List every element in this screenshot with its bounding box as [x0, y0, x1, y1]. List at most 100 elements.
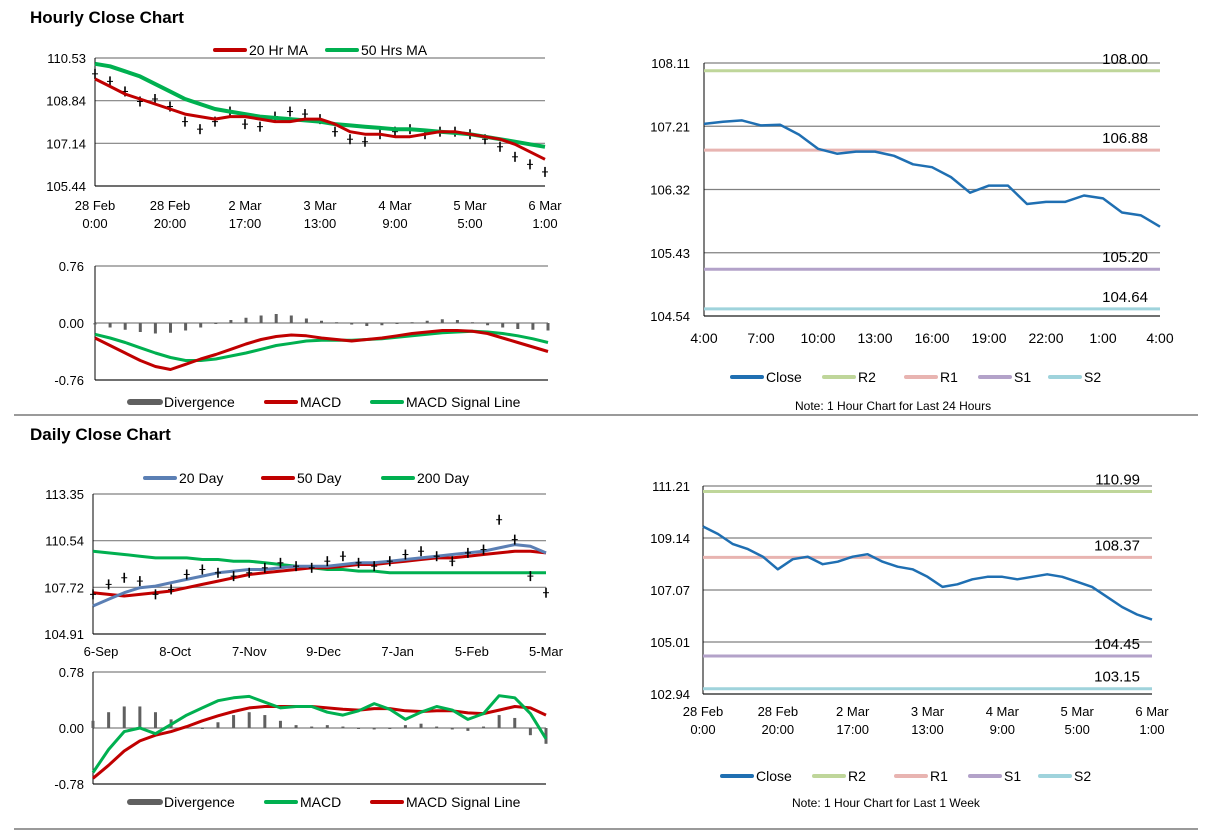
daily-divergence-bar: [388, 728, 392, 729]
hourly-price-xtick-label: 5:00: [457, 216, 482, 231]
hourly-divergence-bar: [531, 323, 535, 330]
hourly-divergence-bar: [501, 323, 505, 328]
daily-divergence-bar: [91, 720, 95, 728]
daily-price-legend-label: 50 Day: [297, 470, 341, 486]
hourly-price-xtick-label: 20:00: [154, 216, 187, 231]
daily-divergence-bar: [247, 712, 251, 728]
hourly-divergence-bar: [425, 320, 429, 323]
daily-macd-line: [91, 694, 548, 774]
daily-price-ytick-label: 104.91: [44, 627, 84, 642]
h24-xtick-label: 4:00: [690, 330, 717, 346]
hourly-divergence-bar: [153, 323, 157, 334]
weekly-legend-label: Close: [756, 768, 792, 784]
h24-legend-label: S2: [1084, 369, 1101, 385]
section-divider: [14, 414, 1198, 416]
hourly-divergence-bar: [516, 323, 520, 329]
hourly-macd-ytick-label: -0.76: [54, 373, 84, 388]
hourly-divergence-bar: [455, 320, 459, 323]
hourly-price-xtick-label: 4 Mar: [378, 198, 412, 213]
daily-divergence-bar: [497, 715, 501, 728]
daily-price-xtick-label: 8-Oct: [159, 644, 191, 659]
hourly-divergence-bar: [184, 323, 188, 331]
daily-divergence-bar: [325, 725, 329, 728]
weekly-xtick-label: 0:00: [690, 722, 715, 737]
weekly-level-label: 103.15: [1094, 669, 1140, 686]
hourly-divergence-bar: [320, 320, 323, 323]
hourly-divergence-bar: [304, 318, 308, 323]
hourly-macd-signal-line: [94, 329, 549, 362]
daily-divergence-bar: [138, 706, 142, 728]
weekly-xtick-label: 13:00: [911, 722, 944, 737]
weekly-xtick-label: 4 Mar: [986, 704, 1020, 719]
daily-price-xtick-label: 5-Feb: [455, 644, 489, 659]
daily-price-ytick-label: 107.72: [44, 580, 84, 595]
daily-divergence-bar: [153, 712, 157, 728]
h24-xtick-label: 16:00: [914, 330, 949, 346]
hourly-divergence-bar: [169, 323, 172, 333]
h24-legend-label: Close: [766, 369, 802, 385]
daily-divergence-bar: [544, 728, 548, 744]
h24-xtick-label: 4:00: [1146, 330, 1173, 346]
daily-price-xtick-label: 5-Mar: [529, 644, 564, 659]
hourly-price-xtick-label: 28 Feb: [75, 198, 115, 213]
daily-price-ytick-label: 113.35: [45, 487, 84, 502]
daily-divergence-bar: [403, 725, 407, 728]
hourly-macd-legend-label: MACD: [300, 394, 341, 410]
daily-macd-legend-label: MACD: [300, 794, 341, 810]
daily-divergence-bar: [216, 722, 220, 728]
hourly-divergence-bar: [289, 315, 293, 323]
h24-xtick-label: 1:00: [1089, 330, 1116, 346]
weekly-xtick-label: 9:00: [990, 722, 1015, 737]
daily-price-xtick-label: 9-Dec: [306, 644, 341, 659]
hourly-divergence-bar: [410, 322, 414, 324]
daily-divergence-bar: [466, 728, 470, 731]
hourly-price-ytick-label: 107.14: [46, 136, 86, 151]
daily-divergence-bar: [232, 715, 236, 728]
hourly-macd-line: [94, 329, 549, 371]
hourly-divergence-bar: [440, 319, 444, 323]
hourly-divergence-bar: [229, 320, 233, 323]
weekly-ytick-label: 109.14: [650, 531, 690, 546]
daily-price-legend-label: 20 Day: [179, 470, 223, 486]
h24-legend-label: S1: [1014, 369, 1031, 385]
h24-close-line: [703, 119, 1161, 228]
bottom-divider: [14, 828, 1198, 830]
weekly-xtick-label: 2 Mar: [836, 704, 870, 719]
hourly-divergence-bar: [486, 323, 490, 326]
hourly-price-ytick-label: 108.84: [46, 94, 86, 109]
hourly-divergence-bar: [546, 323, 550, 331]
hourly-divergence-bar: [93, 323, 97, 325]
h24-xtick-label: 19:00: [971, 330, 1006, 346]
daily-divergence-bar: [310, 726, 314, 728]
weekly-level-label: 108.37: [1094, 537, 1140, 554]
weekly-ytick-label: 102.94: [650, 687, 690, 702]
daily-section-title: Daily Close Chart: [30, 425, 171, 444]
hourly-divergence-bar: [108, 323, 112, 328]
h24-level-label: 106.88: [1102, 130, 1148, 147]
weekly-ytick-label: 111.21: [652, 479, 690, 494]
daily-divergence-bar: [200, 728, 204, 729]
daily-divergence-bar: [122, 706, 126, 728]
hourly-divergence-bar: [395, 323, 399, 324]
h24-ytick-label: 107.21: [650, 119, 690, 134]
h24-legend-label: R2: [858, 369, 876, 385]
daily-50d-line: [92, 549, 547, 598]
weekly-legend-label: R1: [930, 768, 948, 784]
hourly-price-xtick-label: 9:00: [382, 216, 407, 231]
daily-divergence-bar: [513, 717, 517, 728]
weekly-level-label: 110.99: [1095, 472, 1140, 489]
hourly-divergence-bar: [259, 315, 263, 323]
weekly-xtick-label: 1:00: [1139, 722, 1164, 737]
weekly-legend-label: S2: [1074, 768, 1091, 784]
daily-price-ytick-label: 110.54: [45, 534, 84, 549]
hourly-price-xtick-label: 3 Mar: [303, 198, 337, 213]
hourly-macd-legend-label: Divergence: [164, 394, 235, 410]
daily-price-xtick-label: 7-Jan: [381, 644, 414, 659]
hourly-price-ytick-label: 110.53: [47, 51, 86, 66]
weekly-note: Note: 1 Hour Chart for Last 1 Week: [792, 796, 980, 810]
weekly-xtick-label: 6 Mar: [1135, 704, 1169, 719]
daily-price-xtick-label: 7-Nov: [232, 644, 267, 659]
h24-xtick-label: 22:00: [1028, 330, 1063, 346]
h24-xtick-label: 10:00: [800, 330, 835, 346]
daily-divergence-bar: [528, 728, 532, 736]
